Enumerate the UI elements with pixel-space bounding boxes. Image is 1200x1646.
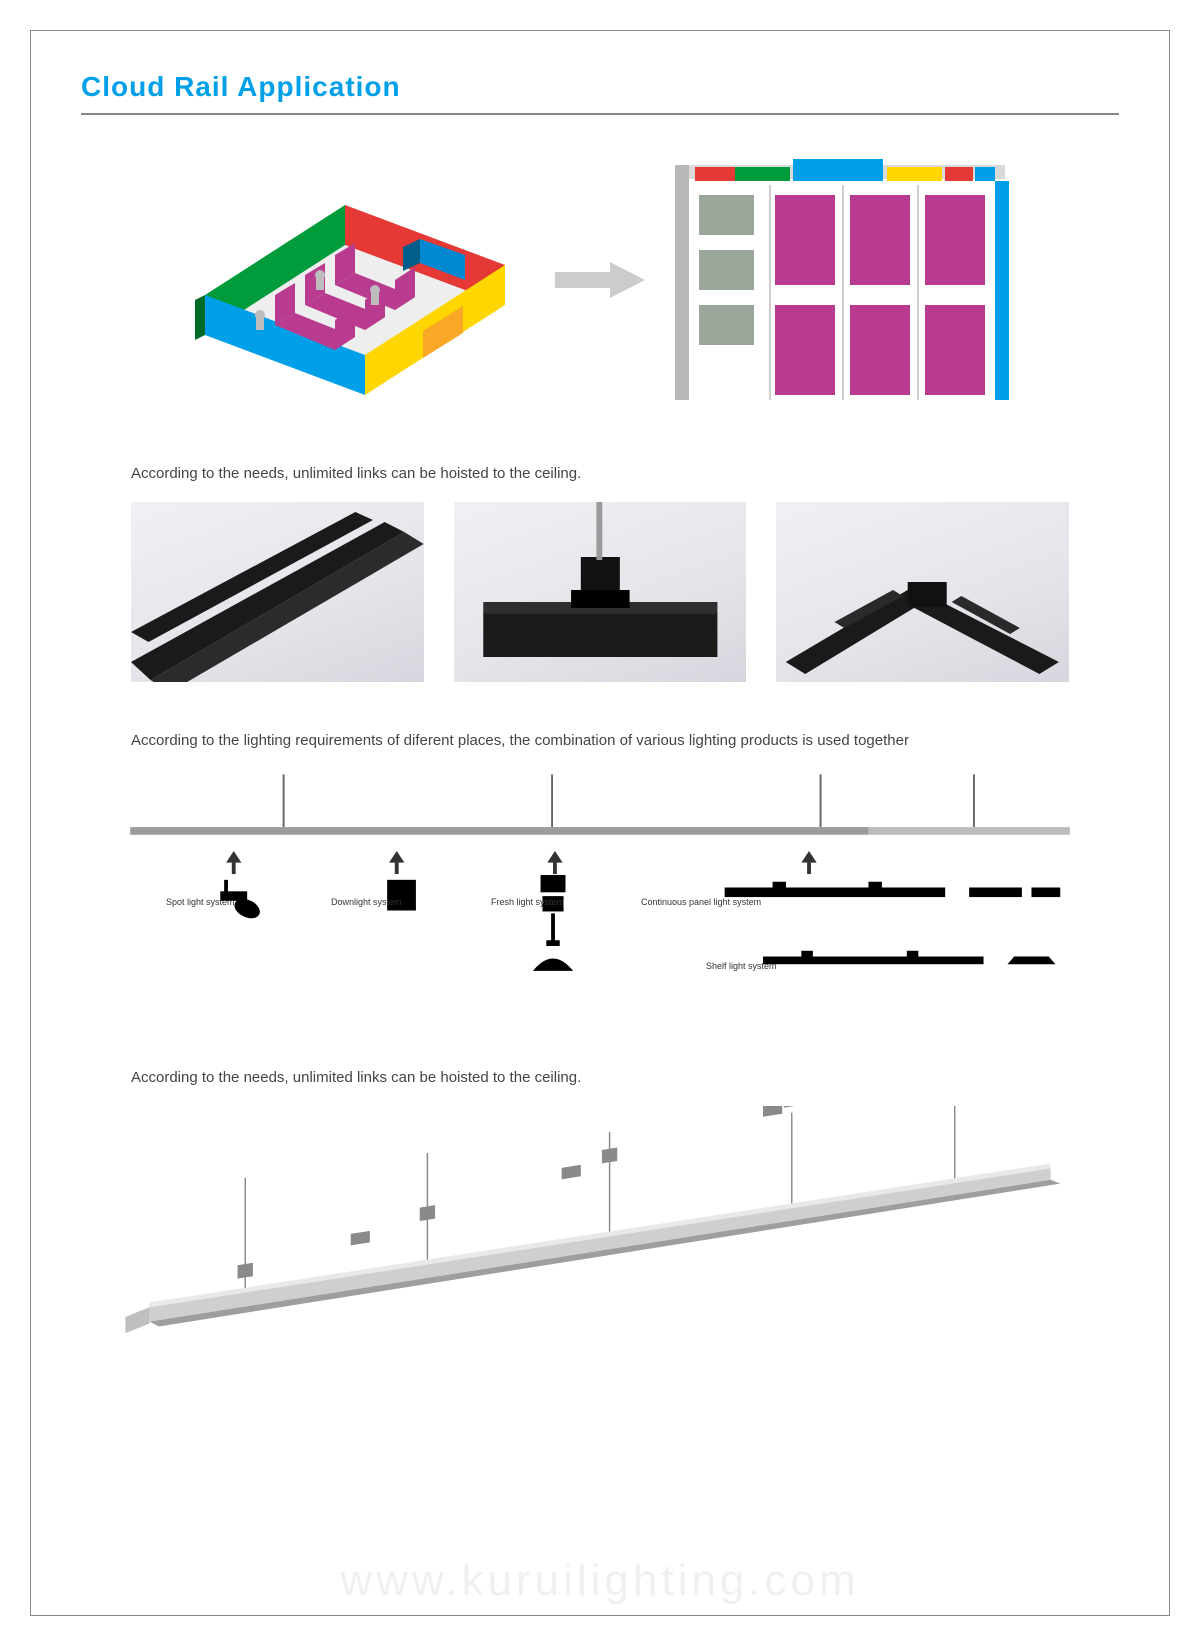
plan-view-diagram <box>675 155 1035 405</box>
label-panel-light: Continuous panel light system <box>641 897 761 907</box>
caption-3: According to the needs, unlimited links … <box>131 1069 1069 1086</box>
layout-transform-row <box>111 155 1089 405</box>
label-shelf-light: Shelf light system <box>706 961 777 971</box>
page-title: Cloud Rail Application <box>81 71 1119 103</box>
label-downlight: Downlight system <box>331 897 402 907</box>
label-fresh-light: Fresh light system <box>491 897 564 907</box>
label-spot-light: Spot light system <box>166 897 235 907</box>
lighting-systems-diagram: Spot light system Downlight system Fresh… <box>111 769 1089 1029</box>
unlimited-link-rail-diagram <box>111 1106 1089 1336</box>
isometric-store-diagram <box>165 155 525 405</box>
rail-photo-2 <box>454 502 747 682</box>
caption-2: According to the lighting requirements o… <box>131 732 1069 749</box>
caption-1: According to the needs, unlimited links … <box>131 465 1069 482</box>
transform-arrow-icon <box>555 260 645 300</box>
product-photo-row <box>131 502 1069 682</box>
rail-photo-3 <box>776 502 1069 682</box>
rail-photo-1 <box>131 502 424 682</box>
page-frame: Cloud Rail Application <box>30 30 1170 1616</box>
title-divider <box>81 113 1119 115</box>
